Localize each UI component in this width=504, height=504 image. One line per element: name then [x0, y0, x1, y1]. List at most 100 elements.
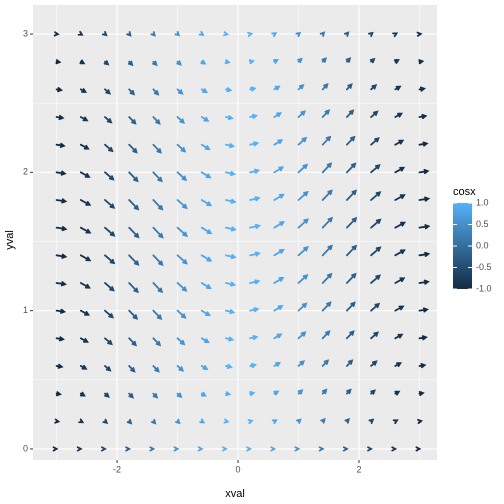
arrow [321, 189, 333, 201]
arrow [418, 86, 426, 92]
arrow [128, 116, 137, 125]
arrow [128, 88, 136, 96]
y-tick-label: 2 [23, 167, 28, 177]
arrow [104, 392, 110, 398]
arrow [173, 446, 180, 452]
arrow [297, 302, 308, 312]
arrow [249, 86, 257, 92]
arrow [77, 30, 84, 36]
arrow [321, 359, 330, 367]
x-tick-label: 0 [236, 464, 241, 474]
arrow [176, 171, 188, 182]
arrow [249, 168, 261, 174]
arrow [418, 196, 431, 202]
arrow [370, 389, 377, 395]
arrow [249, 362, 258, 369]
arrow [318, 446, 325, 452]
arrow [55, 363, 64, 369]
arrow [200, 143, 211, 151]
arrow [79, 309, 91, 316]
arrow [200, 309, 211, 317]
arrow [176, 199, 188, 210]
arrow [198, 30, 205, 36]
arrow [79, 171, 91, 178]
arrow [297, 163, 309, 174]
colorbar-label: -1.0 [476, 283, 492, 293]
arrow [101, 30, 108, 37]
arrow [249, 196, 261, 202]
arrow [394, 85, 402, 91]
arrow [79, 226, 92, 234]
arrow [249, 279, 261, 285]
arrow [345, 301, 356, 312]
arrow [125, 446, 132, 452]
arrow [55, 308, 67, 314]
arrow [200, 226, 213, 235]
arrow [418, 224, 431, 230]
arrow [273, 193, 285, 201]
arrow [104, 282, 115, 292]
arrow [321, 244, 333, 257]
arrow [176, 365, 185, 372]
arrow [104, 254, 116, 265]
arrow [367, 446, 373, 452]
arrow [225, 336, 235, 342]
arrow [394, 139, 405, 146]
arrow [200, 337, 210, 344]
arrow [345, 57, 352, 63]
arrow [79, 116, 89, 122]
arrow [392, 419, 399, 425]
arrow [249, 223, 262, 229]
y-tick-label: 0 [23, 443, 28, 453]
arrow [200, 59, 207, 65]
arrow [417, 418, 424, 425]
arrow [54, 418, 61, 424]
arrow [321, 135, 332, 146]
arrow [55, 281, 67, 287]
arrow [150, 31, 156, 37]
arrow [225, 391, 232, 397]
arrow [393, 59, 400, 64]
arrow [321, 272, 333, 284]
arrow [176, 60, 182, 66]
arrow [102, 418, 109, 425]
arrow [320, 417, 326, 424]
arrow [345, 83, 353, 91]
arrow [104, 171, 115, 181]
arrow [273, 221, 285, 229]
arrow [104, 337, 113, 346]
arrow [321, 216, 334, 229]
arrow [273, 166, 285, 174]
arrow [103, 60, 110, 66]
arrow [418, 113, 428, 120]
arrow [394, 112, 404, 118]
arrow [55, 170, 67, 176]
arrow [55, 59, 62, 65]
arrow [249, 307, 260, 313]
arrow [297, 136, 308, 146]
arrow [345, 330, 355, 340]
arrow [79, 59, 86, 65]
colorbar-label: 1.0 [476, 197, 489, 207]
arrow [200, 391, 207, 397]
arrow [297, 218, 309, 229]
arrow [321, 162, 333, 174]
arrow [79, 391, 86, 397]
arrow [176, 337, 186, 346]
arrow [273, 390, 280, 396]
arrow [200, 365, 209, 370]
arrow [418, 279, 430, 285]
arrow [319, 31, 326, 37]
arrow [225, 170, 236, 177]
arrow [128, 282, 139, 294]
arrow [345, 109, 355, 118]
arrow [79, 364, 88, 370]
arrow [200, 282, 212, 290]
colorbar [453, 203, 472, 289]
arrow [200, 254, 213, 262]
arrow [152, 143, 162, 154]
arrow [297, 274, 309, 284]
x-tick-label: 2 [356, 464, 361, 474]
arrow [152, 60, 158, 67]
arrow [152, 337, 162, 347]
